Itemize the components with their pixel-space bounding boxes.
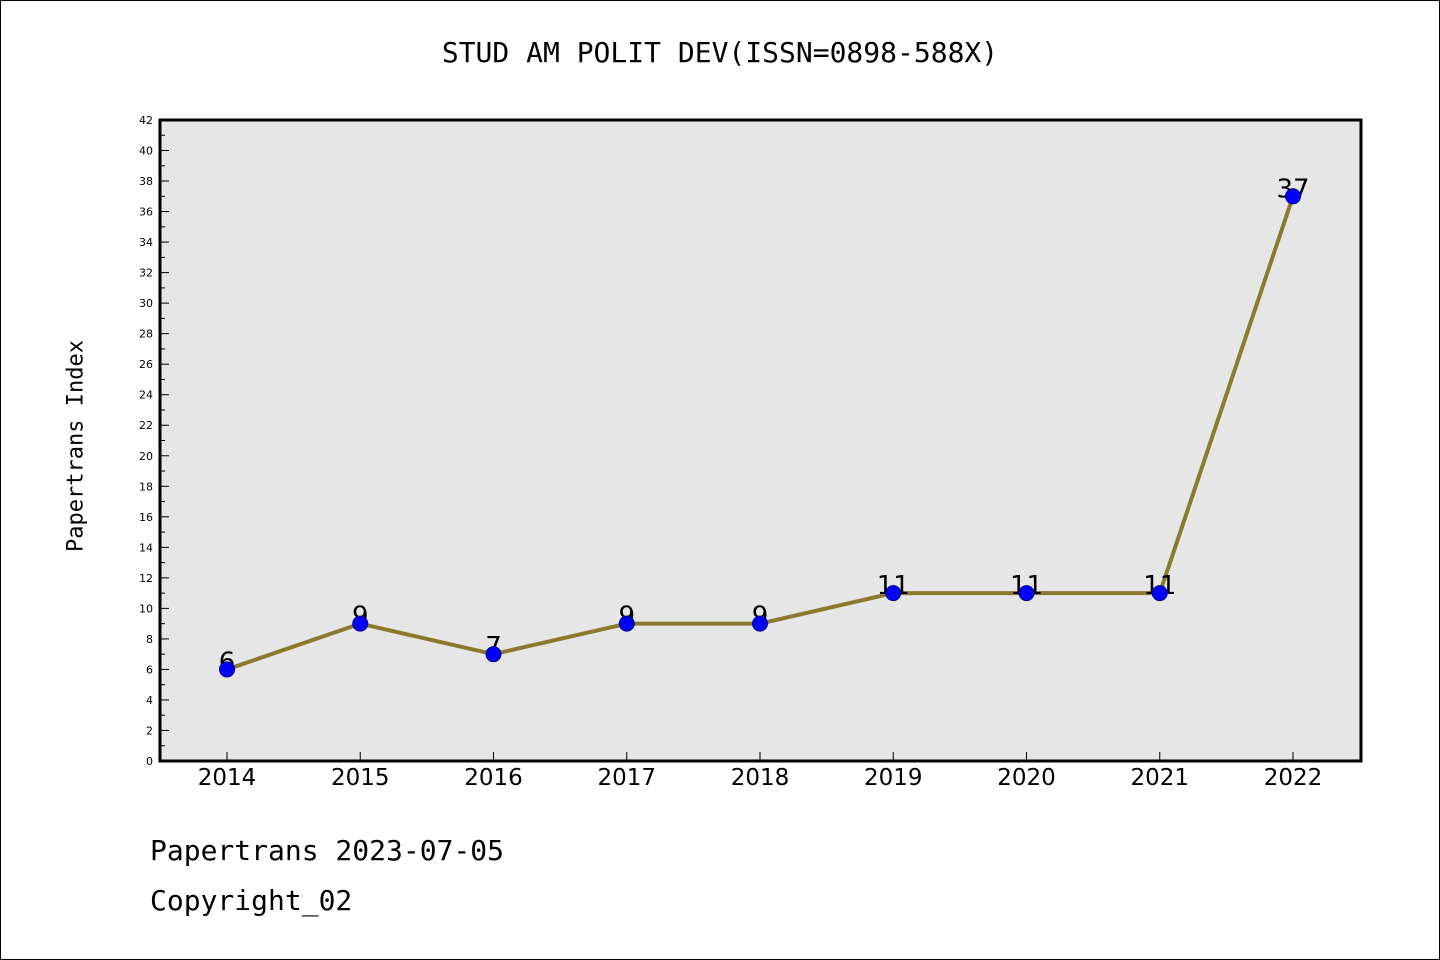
data-point bbox=[1151, 585, 1168, 602]
chart-title: STUD AM POLIT DEV(ISSN=0898-588X) bbox=[441, 36, 999, 69]
data-point bbox=[485, 646, 502, 663]
data-point bbox=[1018, 585, 1035, 602]
x-tick-label: 2022 bbox=[1264, 765, 1323, 791]
plot-frame bbox=[158, 118, 1363, 763]
y-tick-label: 2 bbox=[146, 724, 153, 737]
y-tick-label: 18 bbox=[139, 480, 153, 493]
data-point bbox=[618, 615, 635, 632]
data-point bbox=[752, 615, 768, 632]
y-tick-label: 24 bbox=[139, 389, 153, 402]
plot-area bbox=[160, 120, 1361, 761]
y-tick-label: 36 bbox=[139, 206, 153, 219]
x-tick-label: 2021 bbox=[1130, 765, 1189, 791]
data-point bbox=[219, 661, 235, 678]
x-tick-label: 2014 bbox=[198, 765, 257, 791]
x-tick-label: 2015 bbox=[331, 765, 390, 791]
y-tick-label: 40 bbox=[139, 145, 153, 158]
y-tick-label: 12 bbox=[139, 572, 153, 585]
data-point bbox=[885, 585, 902, 602]
y-tick-label: 6 bbox=[146, 663, 153, 676]
y-tick-label: 26 bbox=[139, 358, 153, 371]
y-tick-label: 22 bbox=[139, 419, 153, 432]
y-tick-label: 38 bbox=[139, 175, 153, 188]
x-tick-label: 2020 bbox=[997, 765, 1056, 791]
y-tick-label: 4 bbox=[146, 694, 153, 707]
y-tick-label: 28 bbox=[139, 328, 153, 341]
x-tick-label: 2016 bbox=[464, 765, 523, 791]
footer-copyright: Copyright_02 bbox=[150, 884, 353, 917]
y-tick-label: 8 bbox=[146, 633, 153, 646]
y-tick-label: 20 bbox=[139, 450, 153, 463]
y-tick-label: 34 bbox=[139, 236, 153, 249]
y-tick-label: 10 bbox=[139, 602, 153, 615]
footer-date: Papertrans 2023-07-05 bbox=[150, 834, 505, 867]
x-tick-label: 2017 bbox=[597, 765, 656, 791]
data-point bbox=[1285, 188, 1301, 205]
x-tick-label: 2018 bbox=[731, 765, 790, 791]
y-tick-label: 30 bbox=[139, 297, 153, 310]
y-tick-label: 16 bbox=[139, 511, 153, 524]
x-tick-label: 2019 bbox=[864, 765, 923, 791]
y-tick-label: 32 bbox=[139, 267, 153, 280]
y-tick-label: 14 bbox=[139, 541, 153, 554]
y-tick-label: 42 bbox=[139, 114, 153, 127]
data-point bbox=[352, 615, 369, 632]
y-tick-label: 0 bbox=[146, 755, 153, 768]
